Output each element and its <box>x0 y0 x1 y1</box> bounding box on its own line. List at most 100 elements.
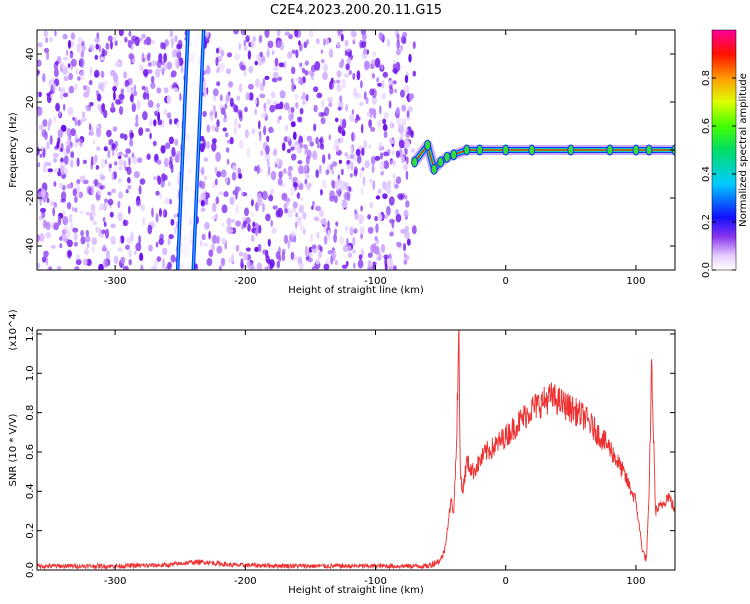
heatmap-cell <box>96 93 102 102</box>
heatmap-cell <box>70 159 74 168</box>
heatmap-cell <box>88 123 92 131</box>
heatmap-cell <box>106 129 112 138</box>
heatmap-cell <box>76 157 80 167</box>
heatmap-cell <box>79 138 83 148</box>
heatmap-cell <box>170 254 176 263</box>
heatmap-cell <box>111 143 116 150</box>
heatmap-cell <box>367 226 374 234</box>
heatmap-cell <box>155 241 159 248</box>
heatmap-cell <box>262 78 266 87</box>
signal-point <box>476 144 484 156</box>
heatmap-cell <box>100 158 106 169</box>
heatmap-cell <box>303 41 308 49</box>
heatmap-cell <box>142 57 146 63</box>
heatmap-cell <box>176 43 182 50</box>
heatmap-cell <box>370 244 376 254</box>
heatmap-cell <box>39 153 43 158</box>
heatmap-cell <box>382 118 387 125</box>
heatmap-cell <box>86 243 90 248</box>
heatmap-cell <box>95 226 98 234</box>
heatmap-cell <box>363 91 367 101</box>
heatmap-cell <box>245 92 251 101</box>
heatmap-cell <box>236 95 241 101</box>
y-tick-label: 1.2 <box>25 326 36 342</box>
heatmap-cell <box>392 80 397 85</box>
heatmap-cell <box>137 157 143 163</box>
heatmap-cell <box>350 161 354 171</box>
heatmap-cell <box>126 237 133 245</box>
heatmap-cell <box>84 235 91 243</box>
heatmap-cell <box>79 118 84 124</box>
heatmap-cell <box>333 139 340 148</box>
heatmap-cell <box>302 100 306 106</box>
heatmap-cell <box>327 250 334 255</box>
heatmap-cell <box>102 216 106 223</box>
heatmap-cell <box>372 261 376 270</box>
heatmap-cell <box>404 230 410 240</box>
heatmap-cell <box>99 56 105 61</box>
heatmap-cell <box>145 128 151 132</box>
heatmap-cell <box>247 223 251 232</box>
heatmap-cell <box>77 187 80 198</box>
heatmap-cell <box>238 173 243 180</box>
heatmap-cell <box>85 247 89 256</box>
heatmap-cell <box>368 119 372 128</box>
heatmap-cell <box>272 71 279 79</box>
heatmap-cell <box>142 111 148 121</box>
heatmap-cell <box>133 84 137 93</box>
heatmap-cell <box>63 155 69 165</box>
heatmap-cell <box>151 60 157 67</box>
heatmap-cell <box>320 49 324 54</box>
heatmap-cell <box>247 50 252 60</box>
heatmap-cell <box>146 153 151 160</box>
heatmap-cell <box>327 97 334 103</box>
heatmap-cell <box>308 252 313 258</box>
heatmap-cell <box>315 205 321 212</box>
heatmap-cell <box>327 220 330 230</box>
heatmap-cell <box>309 141 315 147</box>
heatmap-cell <box>115 99 121 105</box>
heatmap-cell <box>73 142 79 148</box>
heatmap-cell <box>103 80 108 85</box>
heatmap-cell <box>389 218 395 224</box>
heatmap-cell <box>371 73 375 79</box>
heatmap-cell <box>60 157 64 163</box>
heatmap-cell <box>101 49 108 57</box>
heatmap-cell <box>352 72 356 81</box>
heatmap-cell <box>160 60 165 66</box>
heatmap-cell <box>216 245 223 254</box>
heatmap-cell <box>353 166 358 175</box>
heatmap-cell <box>336 83 342 92</box>
heatmap-cell <box>118 159 124 166</box>
heatmap-cell <box>163 61 167 72</box>
heatmap-cell <box>46 162 52 167</box>
heatmap-cell <box>117 247 123 252</box>
heatmap-cell <box>408 106 413 113</box>
heatmap-cell <box>204 222 210 230</box>
heatmap-cell <box>105 42 110 50</box>
y-tick-label: -20 <box>25 190 36 206</box>
heatmap-cell <box>319 189 323 196</box>
heatmap-cell <box>42 148 46 158</box>
heatmap-cell <box>149 132 152 140</box>
heatmap-cell <box>174 154 180 163</box>
heatmap-cell <box>167 237 171 246</box>
x-tick-label: -300 <box>104 276 127 287</box>
spectrogram-x-label: Height of straight line (km) <box>288 285 424 296</box>
heatmap-cell <box>226 217 232 226</box>
heatmap-cell <box>233 30 239 35</box>
heatmap-cell <box>275 157 280 165</box>
heatmap-cell <box>62 56 69 61</box>
heatmap-cell <box>111 102 115 112</box>
heatmap-cell <box>344 49 348 57</box>
heatmap-cell <box>66 202 72 210</box>
heatmap-cell <box>62 216 69 226</box>
heatmap-cell <box>229 196 235 205</box>
heatmap-cell <box>174 138 179 146</box>
heatmap-cell <box>219 62 225 72</box>
heatmap-cell <box>100 175 106 181</box>
heatmap-cell <box>313 123 317 132</box>
heatmap-cell <box>211 215 216 220</box>
heatmap-cell <box>80 229 84 237</box>
heatmap-cell <box>245 247 251 252</box>
